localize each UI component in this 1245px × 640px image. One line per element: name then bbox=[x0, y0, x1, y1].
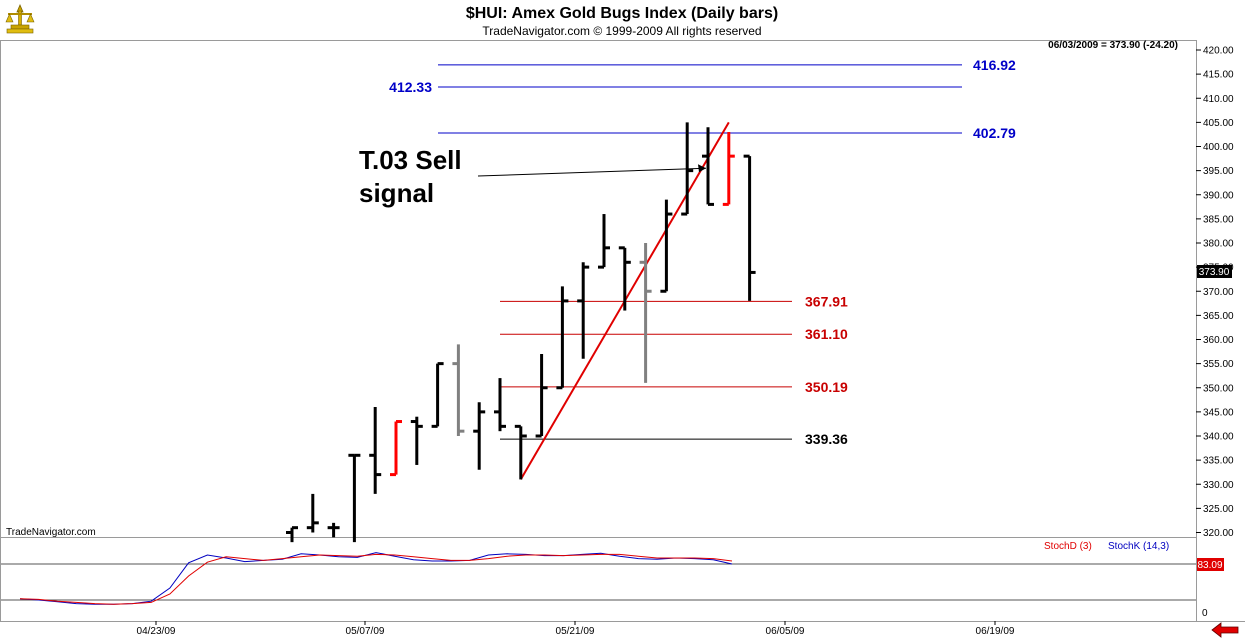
price-bar bbox=[286, 526, 298, 543]
x-tick-label: 06/19/09 bbox=[976, 626, 1015, 637]
x-tick-label: 06/05/09 bbox=[766, 626, 805, 637]
price-tick-label: 345.00 bbox=[1203, 407, 1234, 418]
trade-navigator-logo-icon[interactable] bbox=[3, 3, 37, 36]
level-label: 339.36 bbox=[805, 431, 848, 447]
stoch-k-legend: StochK (14,3) bbox=[1108, 541, 1169, 552]
level-label: 416.92 bbox=[973, 57, 1016, 73]
price-tick-label: 385.00 bbox=[1203, 214, 1234, 225]
price-bar bbox=[639, 243, 652, 383]
price-tick-label: 420.00 bbox=[1203, 46, 1234, 57]
price-tick-label: 355.00 bbox=[1203, 359, 1234, 370]
price-tick-label: 370.00 bbox=[1203, 287, 1234, 298]
price-bar bbox=[618, 246, 631, 311]
price-bar bbox=[410, 416, 423, 465]
price-bar bbox=[306, 493, 319, 533]
level-label: 402.79 bbox=[973, 125, 1016, 141]
stoch-d-line bbox=[19, 553, 733, 605]
level-label: 367.91 bbox=[805, 293, 848, 309]
price-tick-label: 325.00 bbox=[1203, 504, 1234, 515]
price-bar bbox=[660, 199, 673, 293]
price-tick-label: 380.00 bbox=[1203, 239, 1234, 250]
price-tick-label: 405.00 bbox=[1203, 118, 1234, 129]
price-levels: 416.92 412.33 402.79 367.91 361.10 350.19 339.… bbox=[389, 57, 1016, 447]
price-tick-label: 400.00 bbox=[1203, 142, 1234, 153]
price-tick-label: 360.00 bbox=[1203, 335, 1234, 346]
price-bar bbox=[514, 424, 527, 480]
level-label: 361.10 bbox=[805, 326, 848, 342]
price-bar bbox=[473, 402, 486, 470]
price-bar bbox=[702, 127, 714, 206]
price-axis: 320.00 325.00 330.00 335.00 340.00 345.00 350.… bbox=[1196, 40, 1234, 621]
x-tick-label: 05/21/09 bbox=[556, 626, 595, 637]
price-tick-label: 330.00 bbox=[1203, 480, 1234, 491]
price-bar bbox=[494, 378, 506, 432]
stoch-value-label: 83.09 bbox=[1197, 560, 1222, 571]
stoch-d-legend: StochD (3) bbox=[1044, 541, 1092, 552]
price-tick-label: 410.00 bbox=[1203, 94, 1234, 105]
price-bar bbox=[743, 154, 756, 301]
stoch-value-box bbox=[1197, 558, 1224, 571]
chart-title: $HUI: Amex Gold Bugs Index (Daily bars) bbox=[466, 5, 778, 22]
price-bar bbox=[722, 132, 735, 206]
x-tick-label: 04/23/09 bbox=[137, 626, 176, 637]
chart-subtitle: TradeNavigator.com © 1999-2009 All right… bbox=[482, 24, 761, 38]
x-tick-label: 05/07/09 bbox=[346, 626, 385, 637]
back-arrow-icon[interactable] bbox=[1207, 622, 1243, 639]
price-bar bbox=[452, 344, 465, 436]
price-bar bbox=[431, 362, 444, 428]
stoch-axis-zero: 0 bbox=[1202, 608, 1208, 619]
price-bars bbox=[286, 122, 756, 543]
price-tick-label: 415.00 bbox=[1203, 70, 1234, 81]
price-tick-label: 340.00 bbox=[1203, 432, 1234, 443]
sell-signal-line2: signal bbox=[359, 178, 434, 208]
last-quote-readout: 06/03/2009 = 373.90 (-24.20) bbox=[1048, 40, 1178, 51]
arrow-head bbox=[698, 164, 706, 173]
sell-signal-line1: T.03 Sell bbox=[359, 145, 462, 175]
arrow-shaft bbox=[477, 167, 707, 177]
last-value-label: 373.90 bbox=[1199, 267, 1230, 278]
price-bar bbox=[327, 522, 340, 538]
price-bar bbox=[598, 214, 610, 269]
x-axis: 04/23/09 05/07/09 05/21/09 06/05/09 06/19/09 bbox=[137, 621, 1015, 637]
price-tick-label: 390.00 bbox=[1203, 190, 1234, 201]
level-label: 350.19 bbox=[805, 379, 848, 395]
price-bar bbox=[390, 420, 402, 477]
watermark: TradeNavigator.com bbox=[6, 527, 96, 538]
price-bar bbox=[369, 407, 382, 494]
price-bar bbox=[577, 262, 590, 359]
last-value-box bbox=[1197, 265, 1232, 278]
price-tick-label: 320.00 bbox=[1203, 528, 1234, 539]
stochastic-panel bbox=[1, 552, 1196, 605]
price-tick-label: 395.00 bbox=[1203, 166, 1234, 177]
price-tick-label: 365.00 bbox=[1203, 311, 1234, 322]
price-bar bbox=[348, 453, 361, 543]
price-bar bbox=[681, 122, 694, 216]
price-bar bbox=[556, 286, 569, 390]
price-tick-label: 335.00 bbox=[1203, 456, 1234, 467]
sell-signal-arrow bbox=[477, 164, 707, 177]
price-tick-label: 350.00 bbox=[1203, 383, 1234, 394]
price-bar bbox=[535, 353, 548, 438]
level-label: 412.33 bbox=[389, 79, 432, 95]
